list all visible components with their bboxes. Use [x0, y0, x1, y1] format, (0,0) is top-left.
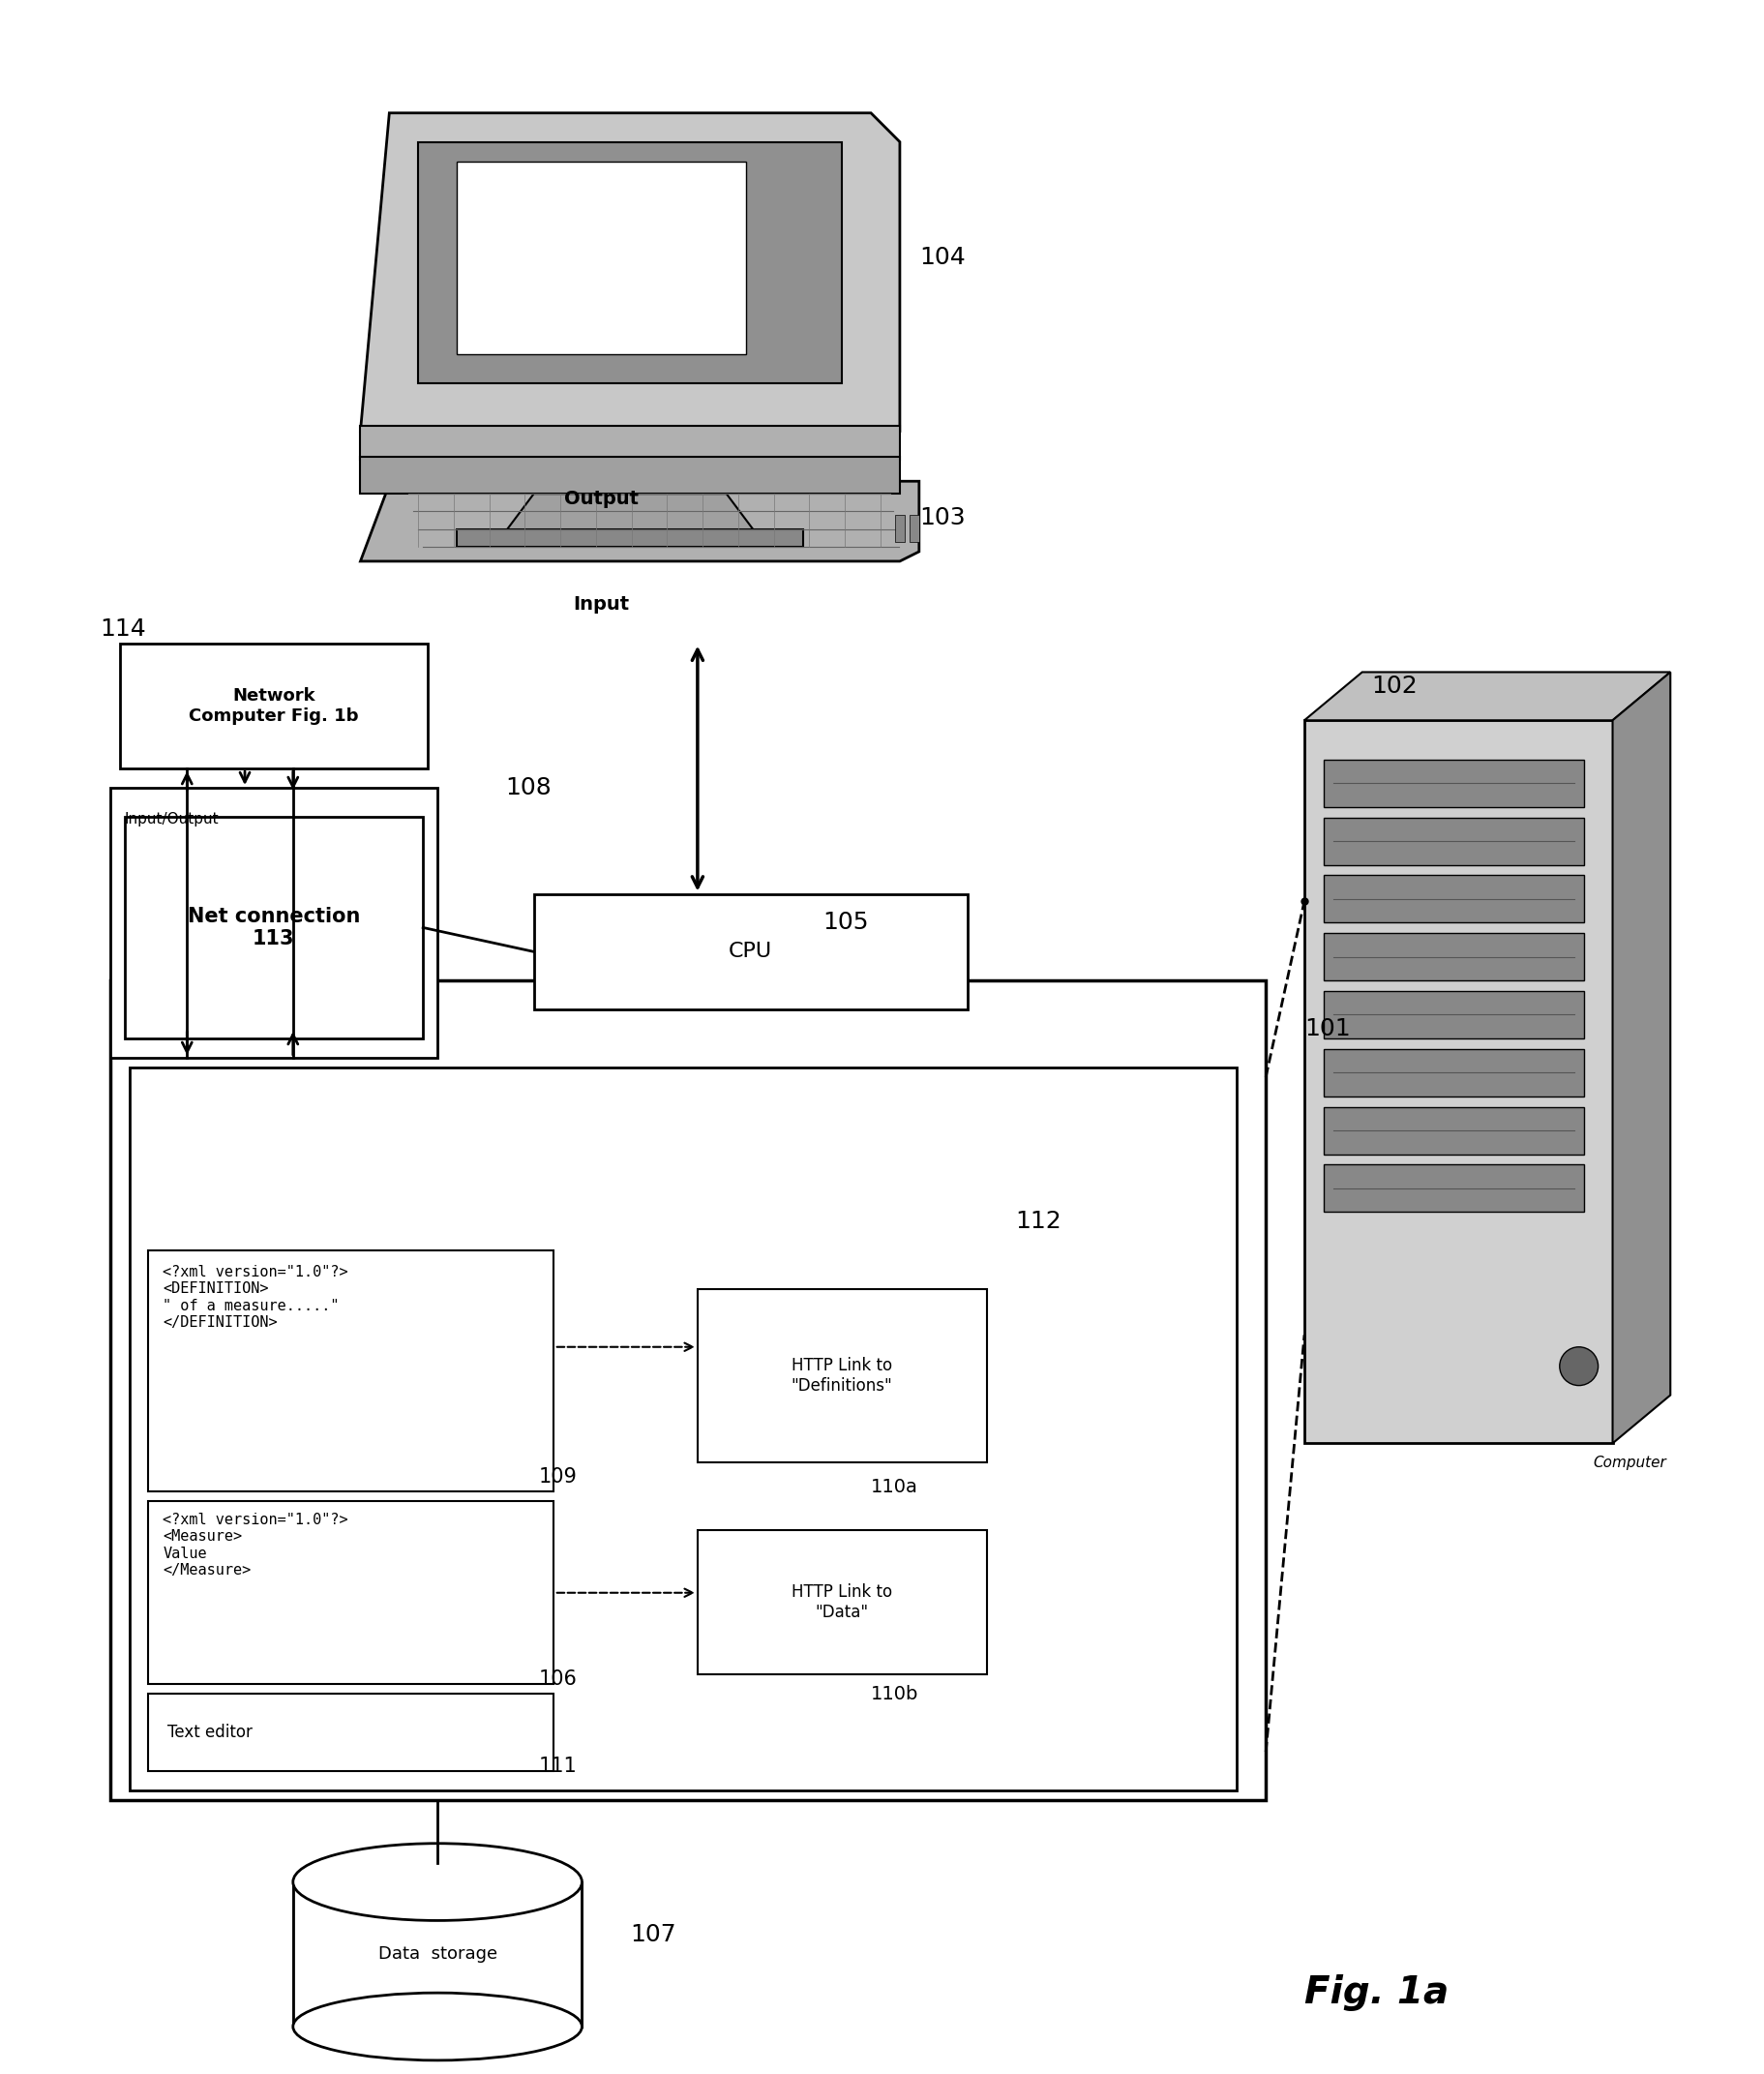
Text: 110b: 110b — [871, 1684, 919, 1703]
Text: HTTP Link to
"Data": HTTP Link to "Data" — [792, 1585, 893, 1622]
Polygon shape — [505, 494, 755, 533]
Bar — [1323, 1164, 1584, 1211]
Text: <?xml version="1.0"?>
<DEFINITION>
" of a measure....."
</DEFINITION>: <?xml version="1.0"?> <DEFINITION> " of … — [162, 1265, 348, 1329]
Text: 114: 114 — [101, 618, 146, 641]
Text: CPU: CPU — [729, 942, 773, 962]
Bar — [1323, 991, 1584, 1039]
Bar — [1323, 759, 1584, 807]
Text: 101: 101 — [1304, 1016, 1351, 1041]
Bar — [1323, 875, 1584, 923]
Bar — [418, 141, 841, 384]
Bar — [293, 1881, 582, 2026]
Bar — [534, 894, 967, 1010]
Bar — [894, 514, 905, 541]
Bar — [148, 1502, 554, 1684]
Bar — [129, 1068, 1237, 1790]
Ellipse shape — [293, 1993, 582, 2059]
Bar — [457, 162, 746, 355]
Text: Net connection
113: Net connection 113 — [187, 906, 360, 948]
Text: Computer: Computer — [1593, 1456, 1667, 1470]
Bar — [109, 788, 437, 1058]
Text: 109: 109 — [538, 1468, 577, 1487]
Bar — [360, 427, 900, 460]
Text: 110a: 110a — [871, 1477, 919, 1495]
Bar — [120, 643, 429, 769]
Bar — [148, 1694, 554, 1771]
Text: 102: 102 — [1372, 674, 1418, 699]
Text: HTTP Link to
"Definitions": HTTP Link to "Definitions" — [792, 1356, 893, 1394]
Bar — [1323, 817, 1584, 865]
Polygon shape — [1304, 672, 1671, 720]
Text: 108: 108 — [505, 776, 550, 798]
Text: 111: 111 — [538, 1757, 577, 1775]
Bar — [697, 1290, 986, 1462]
Bar — [1323, 1049, 1584, 1097]
Text: 104: 104 — [919, 247, 965, 270]
Circle shape — [1559, 1346, 1598, 1385]
Text: 103: 103 — [919, 506, 965, 529]
Text: Input/Output: Input/Output — [125, 811, 219, 825]
Text: 106: 106 — [538, 1670, 577, 1688]
Text: Text editor: Text editor — [168, 1723, 252, 1742]
Bar — [910, 514, 919, 541]
Text: Output: Output — [564, 489, 639, 508]
Bar — [125, 817, 423, 1039]
Text: 105: 105 — [822, 910, 868, 935]
Text: Fig. 1a: Fig. 1a — [1304, 1974, 1448, 2012]
Text: Network
Computer Fig. 1b: Network Computer Fig. 1b — [189, 686, 358, 724]
Bar — [697, 1531, 986, 1674]
Text: Data  storage: Data storage — [377, 1945, 497, 1962]
Bar — [360, 456, 900, 494]
Bar — [1323, 933, 1584, 981]
Bar — [1304, 720, 1612, 1444]
Polygon shape — [360, 112, 900, 431]
Text: <?xml version="1.0"?>
<Measure>
Value
</Measure>: <?xml version="1.0"?> <Measure> Value </… — [162, 1512, 348, 1578]
Text: Input: Input — [573, 595, 630, 614]
Text: 112: 112 — [1016, 1209, 1062, 1234]
Bar — [109, 981, 1267, 1800]
Text: 107: 107 — [630, 1923, 676, 1947]
Polygon shape — [1612, 672, 1671, 1444]
Polygon shape — [360, 481, 919, 562]
Bar — [148, 1251, 554, 1491]
Ellipse shape — [293, 1844, 582, 1921]
Bar — [1323, 1108, 1584, 1153]
Bar — [457, 529, 803, 548]
